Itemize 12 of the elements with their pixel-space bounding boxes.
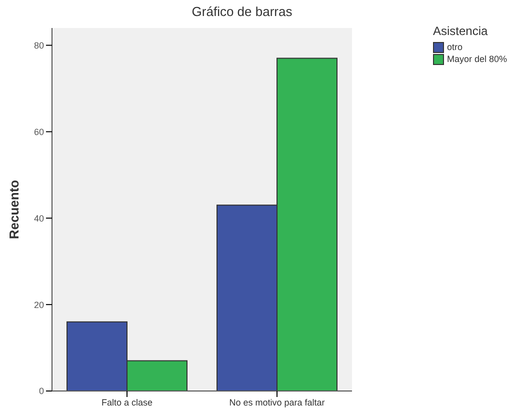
chart-title: Gráfico de barras <box>190 4 294 19</box>
y-tick-label: 40 <box>34 213 44 224</box>
x-tick-label: No es motivo para faltar <box>229 397 325 408</box>
legend-label: Mayor del 80% <box>447 53 508 65</box>
y-tick-label: 60 <box>34 126 44 137</box>
legend-label: otro <box>447 41 463 53</box>
legend-title: Asistencia <box>433 24 489 38</box>
y-tick-label: 0 <box>38 386 44 396</box>
y-axis-title: Recuento <box>6 180 22 240</box>
x-tick-label: Falto a clase <box>101 397 153 408</box>
y-tick-label: 20 <box>34 300 44 310</box>
y-tick-label: 80 <box>34 40 44 50</box>
